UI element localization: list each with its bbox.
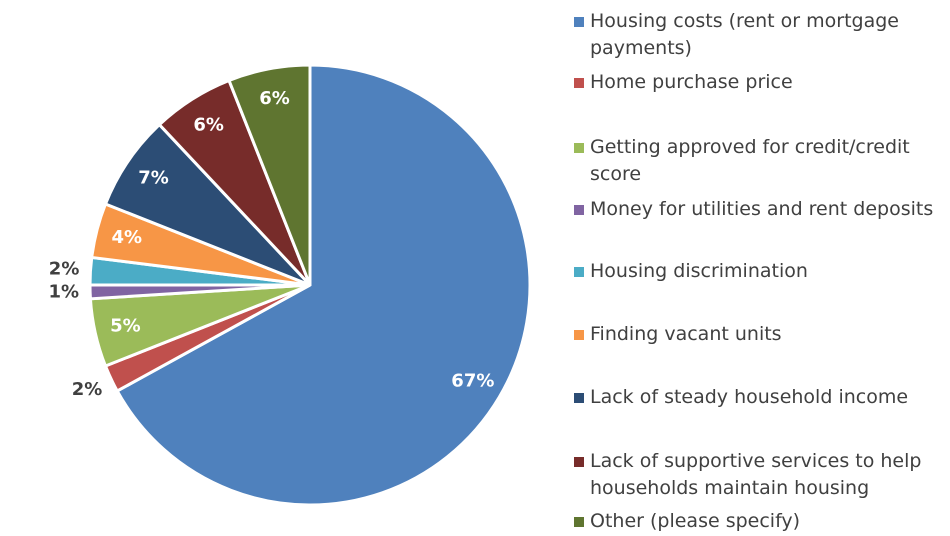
pie-slice	[115, 63, 532, 507]
legend-label: Housing costs (rent or mortgage payments…	[590, 10, 899, 59]
legend-swatch	[574, 457, 584, 467]
legend-item: Lack of steady household income	[574, 384, 946, 411]
data-label: 2%	[72, 379, 103, 400]
data-label: 67%	[451, 370, 494, 391]
data-label: 5%	[110, 315, 141, 336]
legend-swatch	[574, 267, 584, 277]
legend-swatch	[574, 330, 584, 340]
data-label: 6%	[259, 88, 290, 109]
legend-label: Getting approved for credit/credit score	[590, 136, 910, 185]
data-label: 2%	[49, 259, 80, 280]
legend-item: Housing discrimination	[574, 258, 946, 285]
data-label: 1%	[48, 282, 79, 303]
legend-item: Other (please specify)	[574, 508, 946, 535]
legend-label: Home purchase price	[590, 71, 793, 93]
legend-label: Finding vacant units	[590, 323, 782, 345]
data-label: 4%	[111, 227, 142, 248]
pie-slice	[227, 63, 312, 286]
legend-item: Lack of supportive services to help hous…	[574, 448, 946, 502]
legend-item: Money for utilities and rent deposits	[574, 196, 946, 223]
legend-item: Housing costs (rent or mortgage payments…	[574, 8, 946, 62]
legend-swatch	[574, 205, 584, 215]
legend-swatch	[574, 517, 584, 527]
legend-swatch	[574, 393, 584, 403]
legend-item: Getting approved for credit/credit score	[574, 134, 946, 188]
legend-label: Housing discrimination	[590, 260, 808, 282]
legend-label: Other (please specify)	[590, 510, 801, 532]
legend-swatch	[574, 17, 584, 27]
legend-label: Money for utilities and rent deposits	[590, 198, 934, 220]
legend-swatch	[574, 78, 584, 88]
legend-label: Lack of supportive services to help hous…	[590, 450, 922, 499]
data-label: 7%	[138, 168, 169, 189]
legend-swatch	[574, 143, 584, 153]
legend-item: Finding vacant units	[574, 321, 946, 348]
data-label: 6%	[193, 114, 224, 135]
legend-label: Lack of steady household income	[590, 386, 909, 408]
legend-item: Home purchase price	[574, 69, 946, 96]
